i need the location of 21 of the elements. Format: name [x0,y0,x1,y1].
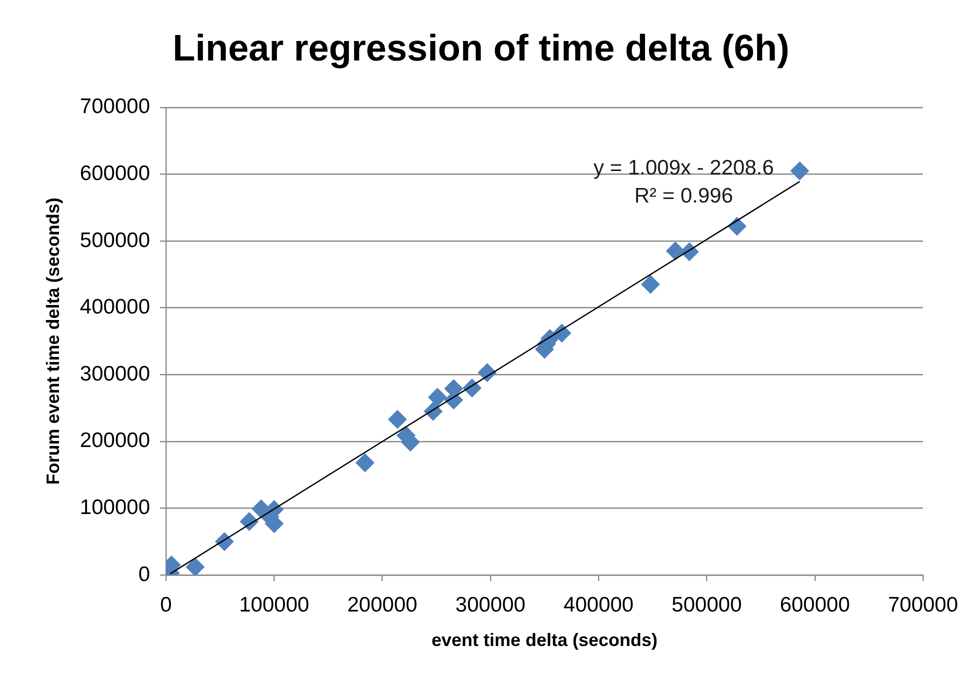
x-tick-label: 200000 [347,593,418,616]
chart-title: Linear regression of time delta (6h) [172,27,790,68]
annotation: R² = 0.996 [634,184,734,208]
x-tick-label: 400000 [564,593,634,616]
x-tick-label: 300000 [455,593,526,616]
y-tick-label: 100000 [80,496,150,519]
y-tick-label: 300000 [80,362,150,386]
annotation: y = 1.009x - 2208.6 [594,156,774,180]
y-tick-label: 600000 [80,162,150,185]
x-tick-label: 500000 [672,593,742,616]
y-tick-label: 400000 [80,296,150,319]
y-tick-label: 0 [138,562,150,586]
y-tick-label: 700000 [80,95,150,118]
x-tick-label: 700000 [888,593,958,616]
y-tick-label: 200000 [80,429,150,452]
x-axis-title: event time delta (seconds) [431,630,658,650]
x-tick-label: 100000 [239,593,310,616]
x-tick-label: 0 [160,593,172,616]
y-axis-title: Forum event time delta (seconds) [42,198,63,485]
y-tick-label: 500000 [80,228,150,252]
x-tick-label: 600000 [780,593,850,616]
